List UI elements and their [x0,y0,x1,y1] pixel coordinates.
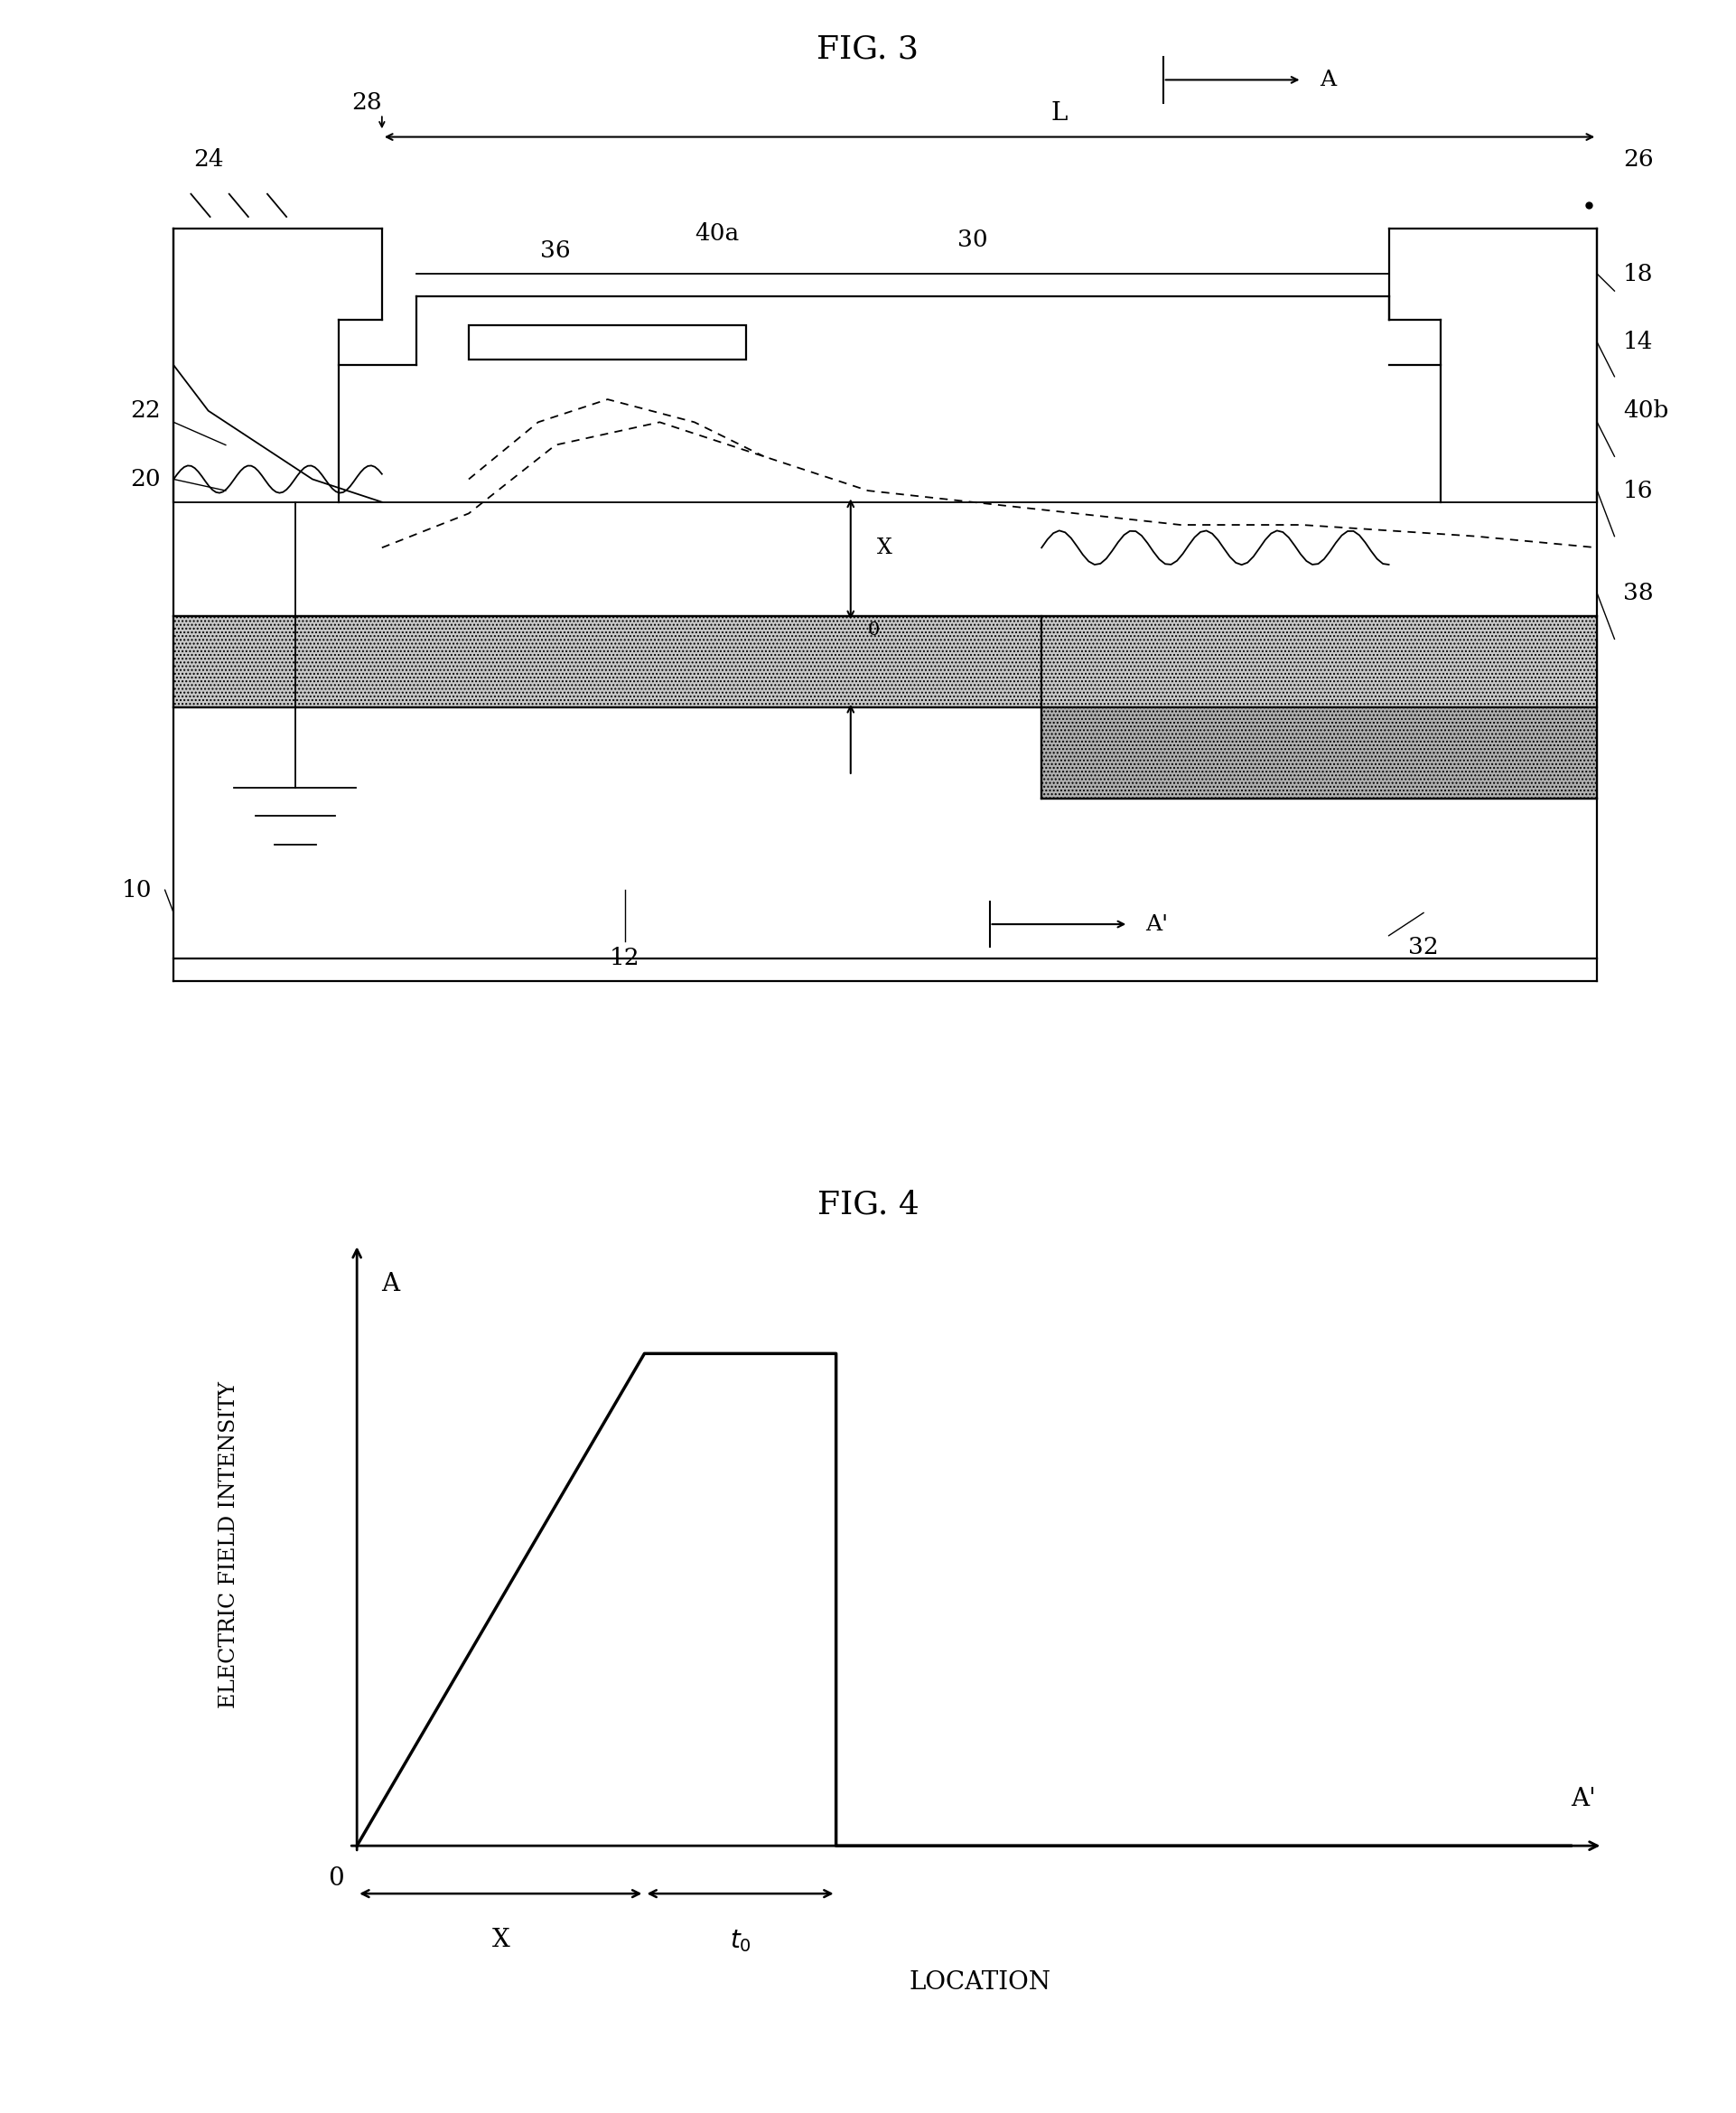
Text: A': A' [1146,913,1168,934]
Text: 12: 12 [609,947,641,970]
Text: X: X [491,1927,510,1952]
Text: X: X [877,537,892,558]
Text: A: A [1319,70,1335,91]
Text: 14: 14 [1623,332,1653,353]
Text: 38: 38 [1623,581,1653,604]
Text: 24: 24 [193,148,224,171]
Text: 22: 22 [130,399,161,423]
Text: 30: 30 [957,228,988,251]
Text: 28: 28 [352,91,382,114]
Text: 26: 26 [1623,148,1653,171]
Text: L: L [1050,101,1068,125]
Text: 16: 16 [1623,480,1653,503]
Text: $t_0$: $t_0$ [729,1927,752,1955]
Text: 18: 18 [1623,262,1653,285]
Text: ELECTRIC FIELD INTENSITY: ELECTRIC FIELD INTENSITY [219,1382,240,1709]
Text: 10: 10 [122,879,151,902]
Bar [1042,708,1597,799]
Text: 32: 32 [1408,936,1439,959]
Text: A: A [380,1272,399,1295]
Bar [469,325,746,359]
Text: A': A' [1571,1788,1595,1811]
Bar [174,617,1597,708]
Text: 20: 20 [130,467,160,490]
Text: LOCATION: LOCATION [910,1969,1050,1995]
Text: 0: 0 [328,1866,344,1891]
Text: 36: 36 [540,239,571,262]
Text: 0: 0 [868,621,880,638]
Text: FIG. 3: FIG. 3 [818,34,918,66]
Text: 40b: 40b [1623,399,1668,423]
Text: FIG. 4: FIG. 4 [818,1190,918,1219]
Text: 40a: 40a [694,222,740,245]
